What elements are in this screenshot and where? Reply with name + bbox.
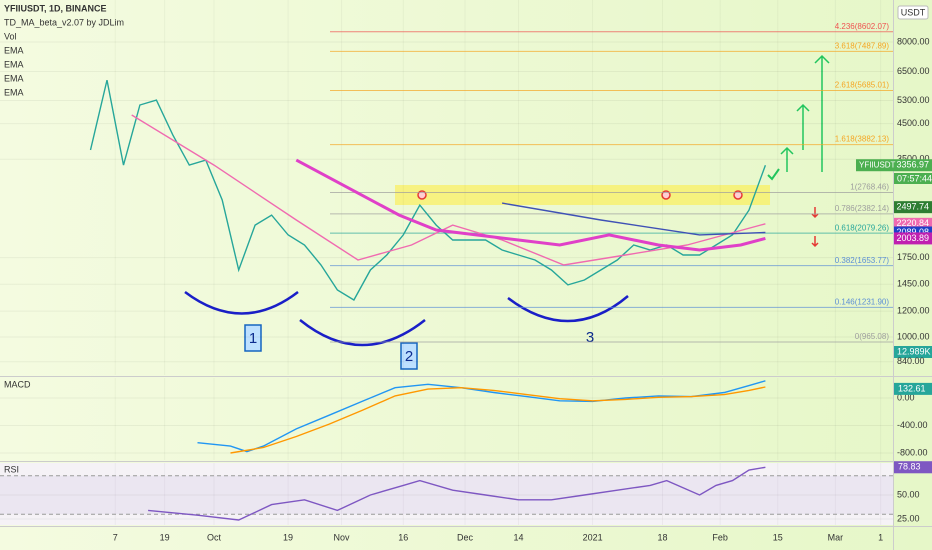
- indicator: EMA: [4, 59, 24, 69]
- countdown: 07:57:44: [897, 173, 932, 183]
- x-tick-label: 18: [658, 532, 668, 542]
- x-tick-label: 14: [514, 532, 524, 542]
- series-line: [230, 386, 766, 454]
- arc: [299, 319, 426, 347]
- y-tick-label: 8000.00: [897, 36, 930, 46]
- y-tick-label: -800.00: [897, 447, 928, 457]
- y-tick-label: 0.00: [897, 392, 915, 402]
- fib-label: 3.618(7487.89): [835, 42, 890, 51]
- x-tick-label: Nov: [334, 532, 351, 542]
- fib-label: 2.618(5685.01): [835, 81, 890, 90]
- arrow: [814, 54, 830, 172]
- box: [244, 324, 262, 352]
- x-tick-label: Mar: [828, 532, 844, 542]
- x-tick-label: 19: [283, 532, 293, 542]
- checkmark: [767, 168, 780, 181]
- panel-title: MACD: [4, 379, 31, 389]
- currency: USDT: [901, 7, 926, 17]
- arrow: [780, 146, 794, 172]
- volume-label: 12.989K: [897, 346, 931, 356]
- red-arrows: [811, 207, 819, 248]
- series-line: [131, 114, 766, 266]
- fib-label: 0.146(1231.90): [835, 298, 890, 307]
- indicator: EMA: [4, 73, 24, 83]
- green-arrows: [767, 54, 830, 181]
- x-tick-label: 2021: [583, 532, 603, 542]
- fib-label: 4.236(8602.07): [835, 22, 890, 31]
- price-tag-value: 2497.74: [896, 202, 929, 212]
- y-tick-label: 4500.00: [897, 118, 930, 128]
- price-tag-value: 2003.89: [896, 233, 929, 243]
- y-tick-label: 6500.00: [897, 66, 930, 76]
- x-tick-label: 7: [113, 532, 118, 542]
- volume-tag: [894, 346, 932, 358]
- price-tag-value: 2089.08: [896, 227, 929, 237]
- annotation: 3: [586, 329, 594, 346]
- fib-label: 0.382(1653.77): [835, 256, 890, 265]
- y-tick-label: 1750.00: [897, 252, 930, 262]
- arrow: [811, 236, 819, 248]
- annotation: 2: [405, 348, 413, 365]
- resistance-zone: [395, 185, 770, 205]
- arrow: [811, 207, 819, 219]
- last-tag-value: 78.83: [898, 462, 921, 472]
- last-tag: [894, 461, 932, 474]
- y-tick-label: 50.00: [897, 489, 920, 499]
- countdown-tag: [894, 173, 932, 184]
- y-tick-label: 840.00: [897, 356, 925, 366]
- y-tick-label: 25.00: [897, 513, 920, 523]
- annotation: 1: [249, 330, 257, 347]
- panel-title: RSI: [4, 464, 19, 474]
- indicator: EMA: [4, 45, 24, 55]
- series-line: [148, 466, 766, 521]
- y-tick-label: 1200.00: [897, 306, 930, 316]
- fib-label: 1(2768.46): [850, 183, 889, 192]
- series-line: [295, 158, 766, 252]
- currency-badge: [897, 5, 929, 20]
- chart-title: YFIIUSDT, 1D, BINANCE: [4, 3, 107, 13]
- y-tick-label: 3500.00: [897, 154, 930, 164]
- x-tick-label: Feb: [712, 532, 728, 542]
- rsi-band: [0, 475, 893, 515]
- last-tag-value: 132.61: [898, 383, 926, 393]
- fib-label: 0.618(2079.26): [835, 223, 890, 232]
- x-tick-label: 16: [398, 532, 408, 542]
- x-tick-label: 15: [773, 532, 783, 542]
- fib-label: 1.618(3882.13): [835, 135, 890, 144]
- x-tick-label: 1: [878, 532, 883, 542]
- indicator: Vol: [4, 31, 17, 41]
- x-tick-label: 19: [160, 532, 170, 542]
- indicator: EMA: [4, 87, 24, 97]
- price-tag: [894, 201, 932, 214]
- arrow: [796, 103, 810, 150]
- fib-label: 0.786(2382.14): [835, 204, 890, 213]
- price-tag-value: 2220.84: [896, 218, 929, 228]
- arc: [184, 291, 299, 315]
- price-tag: [894, 232, 932, 245]
- price-tag-value: 3356.97: [896, 160, 929, 170]
- x-tick-label: Dec: [457, 532, 474, 542]
- indicator: TD_MA_beta_v2.07 by JDLim: [4, 17, 124, 27]
- fib-label: 0(965.08): [855, 332, 890, 341]
- price-tag: [856, 159, 932, 172]
- box: [400, 342, 418, 370]
- price-tag-name: YFIIUSDT: [859, 160, 896, 169]
- series-line: [89, 79, 767, 301]
- y-tick-label: 5300.00: [897, 95, 930, 105]
- x-tick-label: Oct: [207, 532, 222, 542]
- y-tick-label: 1000.00: [897, 331, 930, 341]
- y-tick-label: -400.00: [897, 420, 928, 430]
- series-line: [501, 202, 766, 236]
- last-tag: [894, 382, 932, 395]
- labels-boxes: [244, 324, 418, 370]
- y-tick-label: 1450.00: [897, 279, 930, 289]
